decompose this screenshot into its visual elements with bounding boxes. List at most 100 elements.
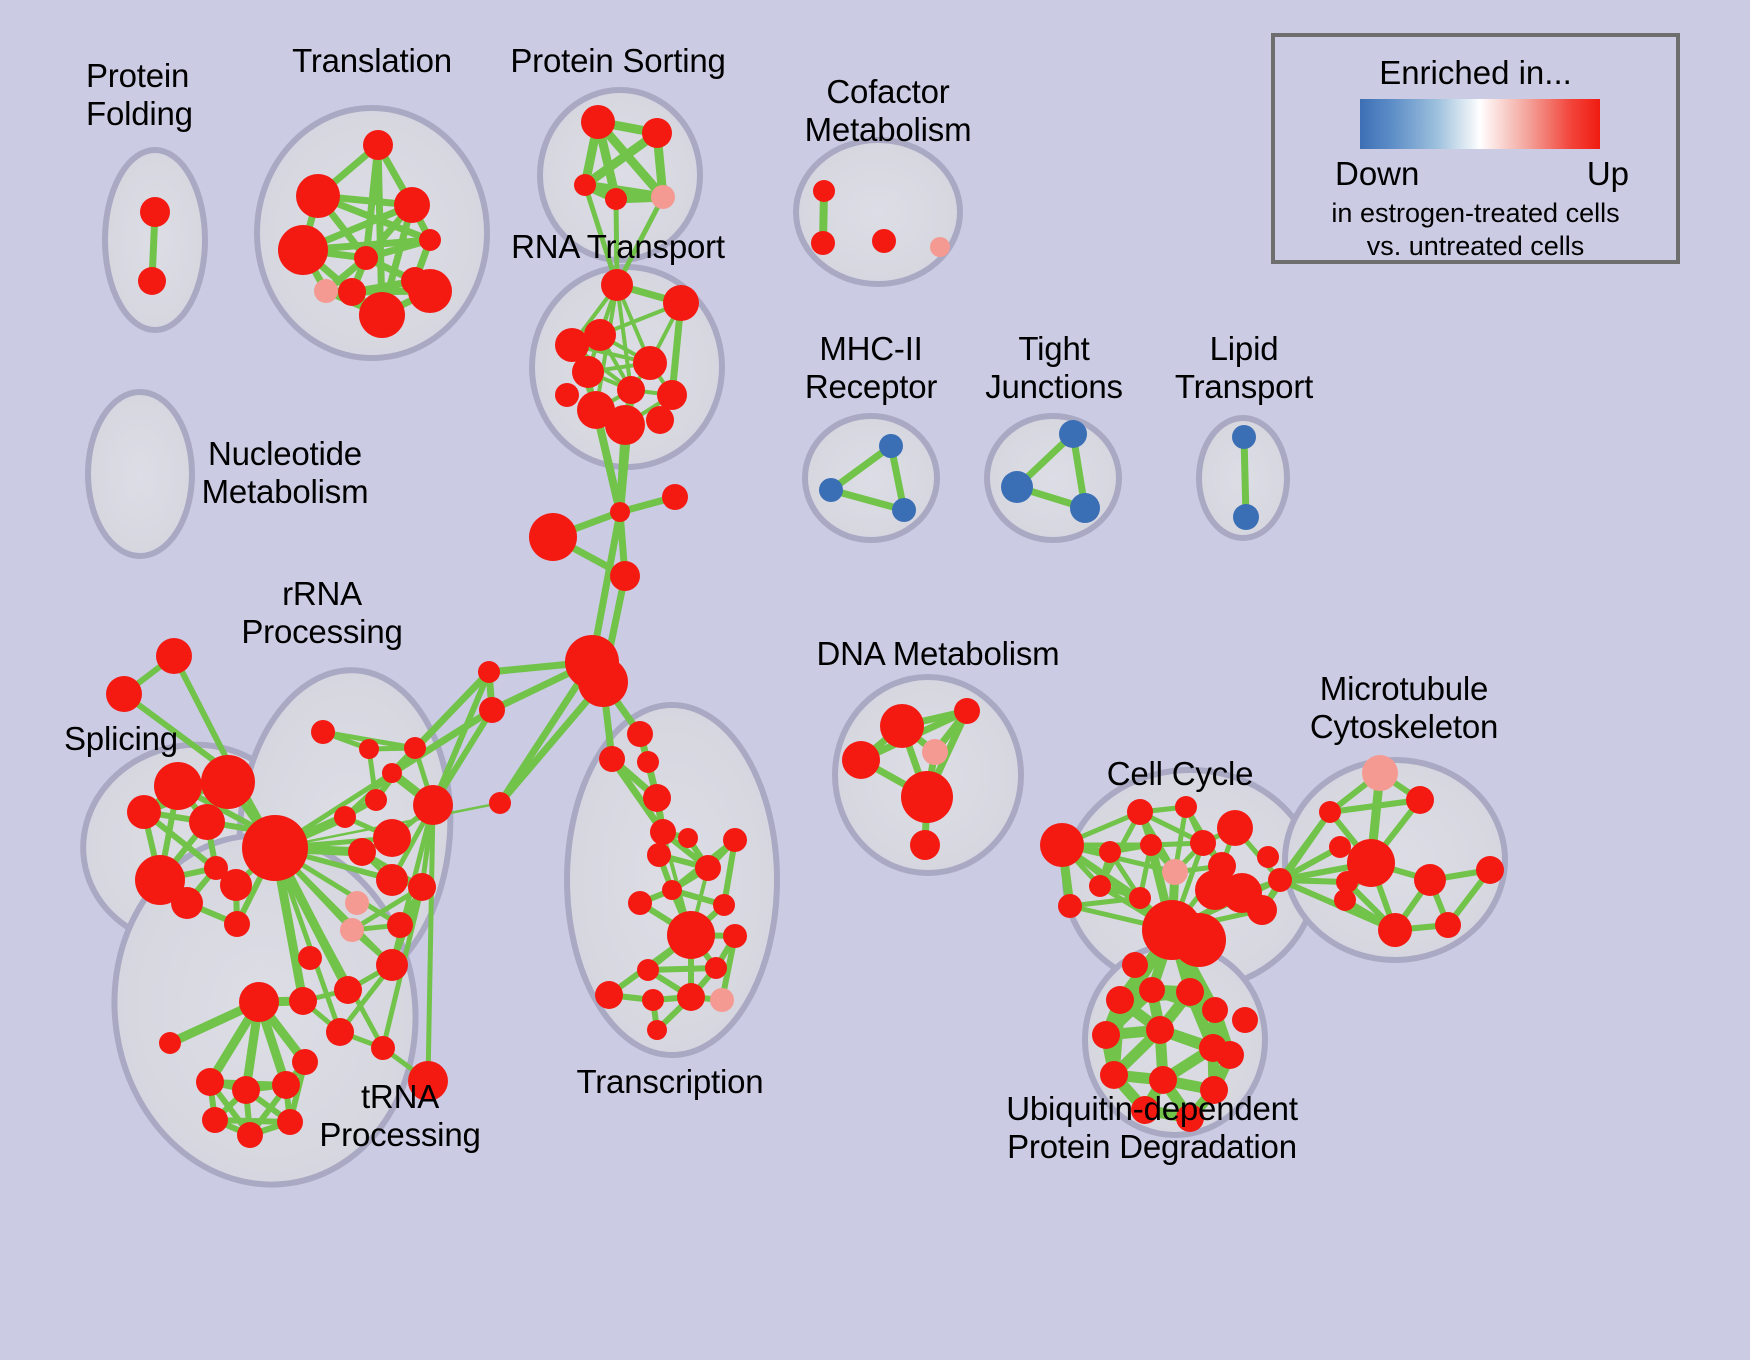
node	[189, 804, 225, 840]
node	[647, 843, 671, 867]
node	[237, 1122, 263, 1148]
node	[930, 237, 950, 257]
node	[1378, 913, 1412, 947]
legend-up-label: Up	[1586, 155, 1629, 192]
legend-subtitle-line2: vs. untreated cells	[1366, 231, 1585, 261]
node	[1232, 1007, 1258, 1033]
node	[922, 739, 948, 765]
node	[723, 828, 747, 852]
node	[140, 197, 170, 227]
node	[338, 278, 366, 306]
node	[705, 957, 727, 979]
node	[1172, 913, 1226, 967]
node	[376, 949, 408, 981]
node	[601, 269, 633, 301]
node	[1200, 1076, 1228, 1104]
node	[842, 741, 880, 779]
node	[584, 319, 616, 351]
node	[647, 1020, 667, 1040]
node	[127, 795, 161, 829]
node	[387, 912, 413, 938]
node	[296, 174, 340, 218]
node	[880, 704, 924, 748]
node	[1146, 1016, 1174, 1044]
node	[159, 1032, 181, 1054]
node	[910, 830, 940, 860]
node	[633, 346, 667, 380]
node	[581, 105, 615, 139]
node	[577, 391, 615, 429]
node	[1190, 830, 1216, 856]
node	[289, 987, 317, 1015]
node	[354, 246, 378, 270]
node	[359, 739, 379, 759]
node	[1131, 1096, 1159, 1124]
node	[605, 405, 645, 445]
node	[1336, 871, 1358, 893]
node	[311, 720, 335, 744]
node	[710, 988, 734, 1012]
node	[242, 815, 308, 881]
node	[345, 891, 369, 915]
node	[1334, 889, 1356, 911]
node	[478, 661, 500, 683]
node	[277, 1109, 303, 1135]
node	[605, 188, 627, 210]
node	[1129, 887, 1151, 909]
node	[529, 513, 577, 561]
node	[1070, 493, 1100, 523]
node	[408, 873, 436, 901]
node	[156, 638, 192, 674]
node	[819, 478, 843, 502]
node	[1001, 471, 1033, 503]
node	[1140, 834, 1162, 856]
cluster-label-splicing: Splicing	[64, 720, 178, 757]
node	[1406, 786, 1434, 814]
cluster-label-ubiquitin-degradation: Ubiquitin-dependent Protein Degradation	[1006, 1090, 1298, 1165]
node	[657, 380, 687, 410]
node	[489, 792, 511, 814]
graph-nodes	[106, 105, 1504, 1148]
node	[376, 864, 408, 896]
node	[578, 657, 628, 707]
node	[1362, 755, 1398, 791]
node	[1040, 823, 1084, 867]
node	[646, 406, 674, 434]
cluster-label-rrna-processing: rRNA Processing	[241, 575, 403, 650]
node	[1319, 801, 1341, 823]
node	[901, 771, 953, 823]
node	[892, 498, 916, 522]
node	[371, 1036, 395, 1060]
cluster-label-cell-cycle: Cell Cycle	[1106, 755, 1254, 792]
cluster-label-lipid-transport: Lipid Transport	[1174, 330, 1314, 405]
cluster-label-nucleotide-metabolism: Nucleotide Metabolism	[201, 435, 369, 510]
node	[643, 784, 671, 812]
node	[278, 225, 328, 275]
cluster-label-rna-transport: RNA Transport	[511, 228, 725, 265]
node	[394, 187, 430, 223]
node	[1139, 977, 1165, 1003]
cluster-label-tight-junctions: Tight Junctions	[985, 330, 1123, 405]
node	[1476, 856, 1504, 884]
node	[879, 434, 903, 458]
node	[363, 130, 393, 160]
node	[595, 981, 623, 1009]
node	[1257, 846, 1279, 868]
node	[106, 676, 142, 712]
cluster-label-protein-folding: Protein Folding	[86, 57, 193, 132]
cluster-label-trna-processing: tRNA Processing	[319, 1078, 481, 1153]
node	[1092, 1021, 1120, 1049]
cluster-label-transcription: Transcription	[576, 1063, 764, 1100]
node	[555, 328, 589, 362]
node	[678, 828, 698, 848]
cluster-label-cofactor-metabolism: Cofactor Metabolism	[804, 73, 972, 148]
node	[348, 838, 376, 866]
node	[1127, 799, 1153, 825]
node	[663, 285, 699, 321]
node	[1233, 504, 1259, 530]
node	[610, 561, 640, 591]
node	[1202, 997, 1228, 1023]
node	[1058, 894, 1082, 918]
node	[637, 751, 659, 773]
node	[408, 269, 452, 313]
